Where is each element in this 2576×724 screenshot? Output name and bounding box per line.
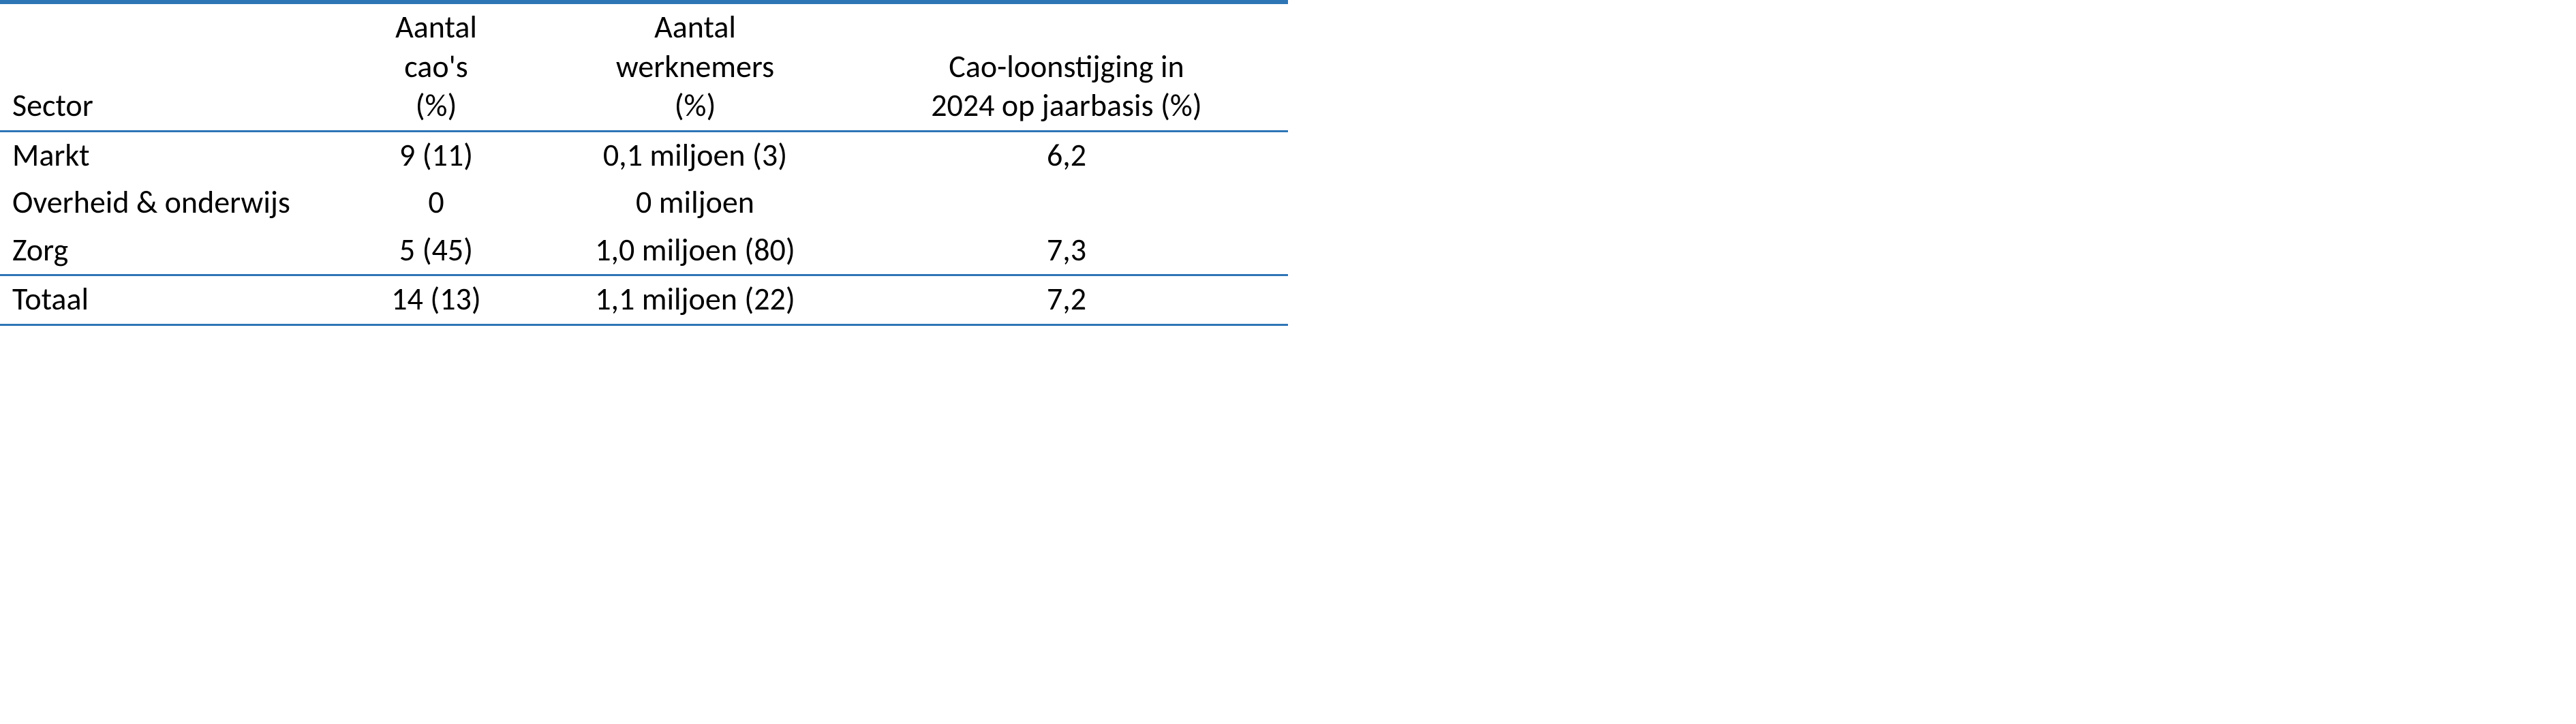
header-line: Sector xyxy=(12,87,315,126)
table: Sector Aantal cao's (%) Aantal werknemer… xyxy=(0,0,1288,326)
cell-aantal-caos: 9 (11) xyxy=(327,131,545,179)
header-line: Aantal xyxy=(557,8,833,48)
cell-aantal-caos: 14 (13) xyxy=(327,275,545,325)
table-row-total: Totaal 14 (13) 1,1 miljoen (22) 7,2 xyxy=(0,275,1288,325)
header-line: werknemers xyxy=(557,48,833,87)
cell-sector: Overheid & onderwijs xyxy=(0,179,327,227)
header-line: Cao-loonstijging in xyxy=(857,48,1276,87)
table-body: Markt 9 (11) 0,1 miljoen (3) 6,2 Overhei… xyxy=(0,131,1288,325)
cell-sector: Zorg xyxy=(0,227,327,275)
cell-sector: Totaal xyxy=(0,275,327,325)
col-header-loonstijging: Cao-loonstijging in 2024 op jaarbasis (%… xyxy=(845,2,1288,131)
col-header-aantal-caos: Aantal cao's (%) xyxy=(327,2,545,131)
cell-loonstijging: 6,2 xyxy=(845,131,1288,179)
table-header: Sector Aantal cao's (%) Aantal werknemer… xyxy=(0,2,1288,131)
col-header-aantal-werknemers: Aantal werknemers (%) xyxy=(545,2,845,131)
col-header-sector: Sector xyxy=(0,2,327,131)
cell-loonstijging xyxy=(845,179,1288,227)
table-row: Zorg 5 (45) 1,0 miljoen (80) 7,3 xyxy=(0,227,1288,275)
cell-sector: Markt xyxy=(0,131,327,179)
cell-werknemers: 1,1 miljoen (22) xyxy=(545,275,845,325)
header-line: Aantal xyxy=(339,8,533,48)
header-line: cao's xyxy=(339,48,533,87)
cell-werknemers: 0 miljoen xyxy=(545,179,845,227)
cell-aantal-caos: 0 xyxy=(327,179,545,227)
header-line: (%) xyxy=(339,87,533,126)
cell-loonstijging: 7,2 xyxy=(845,275,1288,325)
cell-aantal-caos: 5 (45) xyxy=(327,227,545,275)
table-row: Overheid & onderwijs 0 0 miljoen xyxy=(0,179,1288,227)
cell-loonstijging: 7,3 xyxy=(845,227,1288,275)
cell-werknemers: 0,1 miljoen (3) xyxy=(545,131,845,179)
table-row: Markt 9 (11) 0,1 miljoen (3) 6,2 xyxy=(0,131,1288,179)
cell-werknemers: 1,0 miljoen (80) xyxy=(545,227,845,275)
cao-table: Sector Aantal cao's (%) Aantal werknemer… xyxy=(0,0,1288,326)
header-line: 2024 op jaarbasis (%) xyxy=(857,87,1276,126)
header-line: (%) xyxy=(557,87,833,126)
